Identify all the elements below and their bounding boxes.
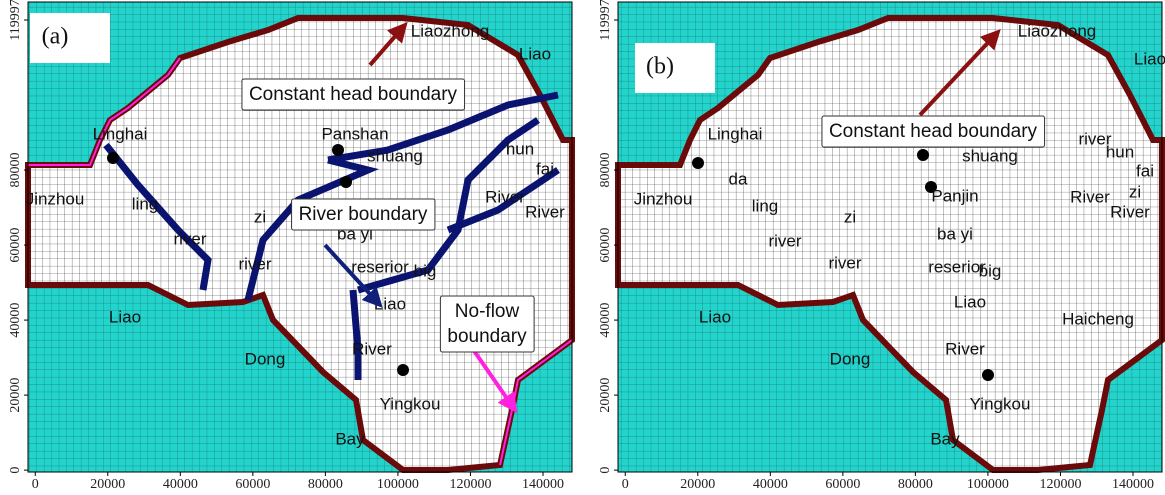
map-panel: 0 20000 40000 60000 80000 100000 120000 140000 0… bbox=[8, 0, 572, 492]
y-tick-label: 40000 bbox=[8, 303, 23, 338]
y-tick-label: 80000 bbox=[8, 153, 23, 188]
town-marker bbox=[982, 369, 994, 381]
place-label: ling bbox=[132, 194, 158, 213]
place-label: Liao bbox=[699, 307, 731, 326]
x-tick-label: 40000 bbox=[753, 477, 788, 492]
panel-label: (b) bbox=[646, 54, 674, 80]
x-tick-label: 20000 bbox=[680, 477, 715, 492]
x-tick-label: 0 bbox=[622, 477, 629, 492]
y-tick-label: 119997 bbox=[598, 0, 613, 41]
y-tick-label: 20000 bbox=[598, 378, 613, 413]
place-label: zi bbox=[844, 207, 856, 226]
town-marker bbox=[107, 152, 119, 164]
place-label: da bbox=[729, 169, 748, 188]
x-tick-label: 100000 bbox=[967, 477, 1009, 492]
y-tick-label: 80000 bbox=[598, 153, 613, 188]
place-label: Panshan bbox=[321, 124, 388, 143]
place-label: shuang bbox=[962, 146, 1018, 165]
place-label: Jinzhou bbox=[634, 189, 693, 208]
x-tick-label: 20000 bbox=[90, 477, 125, 492]
place-label: zi bbox=[254, 207, 266, 226]
place-label: Dong bbox=[245, 349, 286, 368]
x-tick-label: 120000 bbox=[1039, 477, 1081, 492]
place-label: Bay bbox=[930, 429, 960, 448]
place-label: Panjin bbox=[931, 186, 978, 205]
place-label: zi bbox=[1129, 182, 1141, 201]
place-label: hun bbox=[506, 139, 534, 158]
place-label: Linghai bbox=[93, 124, 148, 143]
y-tick-label: 60000 bbox=[8, 228, 23, 263]
annotation-text: Constant head boundary bbox=[829, 121, 1038, 142]
place-label: Liaozhong bbox=[411, 21, 489, 40]
place-label: fai bbox=[536, 159, 554, 178]
map-panel: 0 20000 40000 60000 80000 100000 120000 140000 0… bbox=[598, 0, 1165, 492]
place-label: Yingkou bbox=[970, 394, 1031, 413]
x-tick-label: 60000 bbox=[825, 477, 860, 492]
x-tick-label: 0 bbox=[32, 477, 39, 492]
town-marker bbox=[397, 364, 409, 376]
place-label: river bbox=[173, 229, 206, 248]
x-tick-label: 80000 bbox=[898, 477, 933, 492]
place-label: reserior bbox=[928, 257, 986, 276]
annotation-text: Constant head boundary bbox=[249, 84, 458, 105]
place-label: Haicheng bbox=[1062, 309, 1134, 328]
annotation-text: River boundary bbox=[299, 204, 428, 225]
place-label: Linghai bbox=[708, 124, 763, 143]
place-label: Liao bbox=[1134, 49, 1165, 68]
place-label: big bbox=[414, 261, 437, 280]
place-label: River bbox=[1110, 202, 1150, 221]
town-marker bbox=[917, 149, 929, 161]
place-label: shuang bbox=[367, 146, 423, 165]
x-tick-label: 40000 bbox=[163, 477, 198, 492]
place-label: Dong bbox=[830, 349, 871, 368]
place-label: River bbox=[1070, 187, 1110, 206]
y-tick-label: 20000 bbox=[8, 378, 23, 413]
place-label: Jinzhou bbox=[26, 189, 85, 208]
panel-label: (a) bbox=[42, 24, 69, 50]
place-label: Yingkou bbox=[380, 394, 441, 413]
figure: 0 20000 40000 60000 80000 100000 120000 140000 0… bbox=[0, 0, 1165, 495]
y-tick-label: 119997 bbox=[8, 0, 23, 41]
place-label: Liao bbox=[954, 292, 986, 311]
x-tick-label: 140000 bbox=[1112, 477, 1154, 492]
annotation-text: No-flow bbox=[455, 301, 520, 322]
place-label: River bbox=[352, 339, 392, 358]
place-label: River bbox=[525, 202, 565, 221]
place-label: big bbox=[979, 261, 1002, 280]
place-label: Liao bbox=[109, 307, 141, 326]
y-tick-label: 40000 bbox=[598, 303, 613, 338]
x-tick-label: 100000 bbox=[377, 477, 419, 492]
place-label: fai bbox=[1136, 161, 1154, 180]
place-label: hun bbox=[1106, 142, 1134, 161]
y-tick-label: 60000 bbox=[598, 228, 613, 263]
x-tick-label: 140000 bbox=[522, 477, 564, 492]
x-tick-label: 60000 bbox=[235, 477, 270, 492]
place-label: ling bbox=[752, 196, 778, 215]
town-marker bbox=[332, 144, 344, 156]
place-label: ba yi bbox=[937, 224, 973, 243]
place-label: reserior bbox=[351, 257, 409, 276]
town-marker bbox=[340, 176, 352, 188]
town-marker bbox=[692, 157, 704, 169]
y-tick-label: 0 bbox=[8, 467, 23, 474]
y-tick-label: 0 bbox=[598, 467, 613, 474]
place-label: river bbox=[768, 231, 801, 250]
place-label: river bbox=[828, 253, 861, 272]
place-label: River bbox=[945, 339, 985, 358]
x-tick-label: 120000 bbox=[449, 477, 491, 492]
place-label: Liao bbox=[519, 44, 551, 63]
x-tick-label: 80000 bbox=[308, 477, 343, 492]
annotation-text: boundary bbox=[447, 326, 527, 347]
place-label: Bay bbox=[335, 429, 365, 448]
place-label: Liaozhong bbox=[1018, 21, 1096, 40]
place-label: river bbox=[238, 254, 271, 273]
place-label: River bbox=[485, 187, 525, 206]
